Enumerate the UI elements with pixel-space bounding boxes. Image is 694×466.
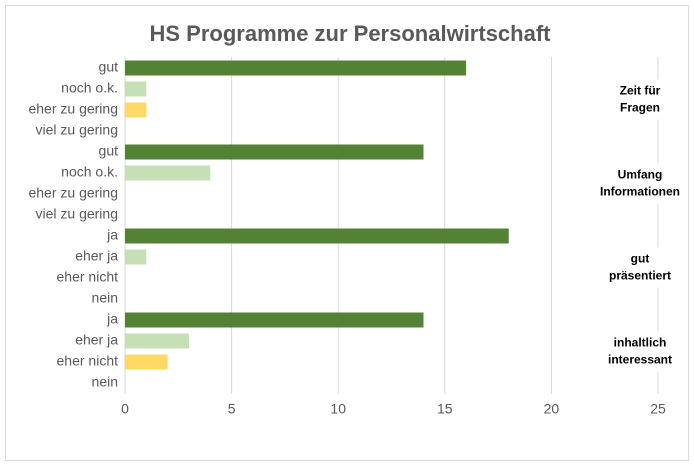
chart-title: HS Programme zur Personalwirtschaft (149, 21, 551, 46)
bar (125, 333, 189, 349)
x-tick-label: 15 (437, 401, 453, 417)
y-tick-label: viel zu gering (36, 206, 119, 222)
bar (125, 60, 467, 76)
y-tick-label: nein (92, 374, 118, 390)
x-tick-label: 0 (121, 401, 129, 417)
group-label-bg (600, 79, 672, 120)
group-label: präsentiert (609, 269, 671, 283)
y-tick-label: eher nicht (57, 269, 119, 285)
group-label-bg (600, 247, 672, 288)
group-label: interessant (608, 353, 672, 367)
x-tick-label: 25 (650, 401, 666, 417)
bar (125, 249, 147, 265)
x-tick-label: 20 (544, 401, 560, 417)
group-label: Zeit für (620, 84, 661, 98)
bar (125, 354, 168, 370)
y-tick-label: eher ja (75, 332, 118, 348)
group-label-bg (600, 163, 672, 204)
y-tick-label: eher zu gering (28, 185, 118, 201)
bar (125, 144, 424, 160)
y-tick-label: eher zu gering (28, 101, 118, 117)
group-label-bg (600, 331, 672, 372)
y-tick-label: gut (99, 59, 119, 75)
bar (125, 228, 509, 244)
bar (125, 312, 424, 328)
y-tick-label: noch o.k. (61, 164, 118, 180)
y-tick-label: ja (106, 227, 118, 243)
y-tick-label: nein (92, 290, 118, 306)
y-tick-label: ja (106, 311, 118, 327)
y-tick-label: eher ja (75, 248, 118, 264)
bar (125, 81, 147, 97)
bar (125, 102, 147, 118)
group-label: Umfang (618, 168, 663, 182)
x-tick-label: 10 (330, 401, 346, 417)
y-tick-label: noch o.k. (61, 80, 118, 96)
group-label: Informationen (600, 185, 680, 199)
y-tick-label: gut (99, 143, 119, 159)
bar (125, 165, 211, 181)
y-tick-label: viel zu gering (36, 122, 119, 138)
y-tick-label: eher nicht (57, 353, 119, 369)
group-label: inhaltlich (614, 336, 667, 350)
group-label: gut (631, 252, 650, 266)
group-label: Fragen (620, 101, 660, 115)
x-tick-label: 5 (228, 401, 236, 417)
